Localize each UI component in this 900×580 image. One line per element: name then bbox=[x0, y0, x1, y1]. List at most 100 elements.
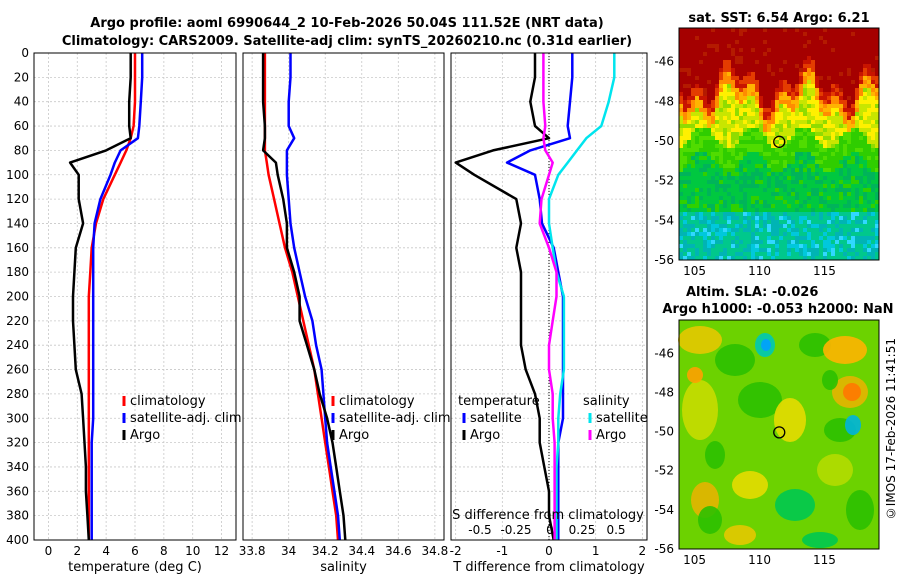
sst-cell bbox=[743, 224, 748, 229]
sst-cell bbox=[855, 100, 860, 105]
sst-cell bbox=[859, 144, 864, 149]
sst-cell bbox=[851, 84, 856, 89]
sst-cell bbox=[739, 52, 744, 57]
sst-cell bbox=[719, 32, 724, 37]
sst-cell bbox=[795, 108, 800, 113]
sst-cell bbox=[779, 164, 784, 169]
sst-cell bbox=[751, 256, 756, 261]
sst-cell bbox=[715, 28, 720, 33]
sst-cell bbox=[839, 104, 844, 109]
sst-cell bbox=[719, 128, 724, 133]
sst-cell bbox=[787, 44, 792, 49]
sst-cell bbox=[871, 128, 876, 133]
sst-cell bbox=[715, 80, 720, 85]
sst-cell bbox=[799, 216, 804, 221]
sst-cell bbox=[807, 252, 812, 257]
sst-cell bbox=[771, 128, 776, 133]
sst-cell bbox=[719, 168, 724, 173]
sst-cell bbox=[835, 156, 840, 161]
sst-cell bbox=[683, 120, 688, 125]
sst-cell bbox=[739, 244, 744, 249]
sst-cell bbox=[687, 164, 692, 169]
sst-cell bbox=[803, 232, 808, 237]
sst-cell bbox=[787, 56, 792, 61]
sst-cell bbox=[839, 28, 844, 33]
sst-cell bbox=[867, 108, 872, 113]
sst-cell bbox=[783, 256, 788, 261]
lat-tick-label: -52 bbox=[654, 174, 674, 188]
sst-cell bbox=[835, 128, 840, 133]
sst-cell bbox=[771, 160, 776, 165]
sst-cell bbox=[719, 140, 724, 145]
sst-cell bbox=[771, 156, 776, 161]
sst-cell bbox=[819, 224, 824, 229]
lat-tick-label: -52 bbox=[654, 464, 674, 478]
sst-cell bbox=[839, 196, 844, 201]
sst-cell bbox=[727, 132, 732, 137]
sst-cell bbox=[843, 104, 848, 109]
sst-cell bbox=[831, 112, 836, 117]
sst-cell bbox=[727, 64, 732, 69]
sst-cell bbox=[823, 188, 828, 193]
sla-anomaly-blob bbox=[802, 532, 838, 548]
sst-cell bbox=[839, 252, 844, 257]
sst-cell bbox=[839, 56, 844, 61]
sst-cell bbox=[727, 100, 732, 105]
panel-temperature: 0 2 4 6 8 10 120204060801001201401601802002202… bbox=[6, 46, 242, 575]
sst-cell bbox=[727, 192, 732, 197]
sst-cell bbox=[791, 64, 796, 69]
sst-cell bbox=[859, 256, 864, 261]
sst-cell bbox=[743, 52, 748, 57]
sst-cell bbox=[731, 164, 736, 169]
sst-cell bbox=[703, 228, 708, 233]
sst-cell bbox=[751, 44, 756, 49]
sst-cell bbox=[787, 152, 792, 157]
sst-cell bbox=[711, 164, 716, 169]
sst-cell bbox=[691, 200, 696, 205]
sst-cell bbox=[863, 96, 868, 101]
sst-cell bbox=[791, 52, 796, 57]
sst-cell bbox=[811, 176, 816, 181]
sst-cell bbox=[815, 56, 820, 61]
sst-cell bbox=[875, 220, 880, 225]
sst-cell bbox=[779, 108, 784, 113]
sst-cell bbox=[691, 28, 696, 33]
sst-cell bbox=[839, 164, 844, 169]
sst-cell bbox=[807, 128, 812, 133]
sst-cell bbox=[743, 248, 748, 253]
sst-cell bbox=[855, 248, 860, 253]
sst-cell bbox=[835, 84, 840, 89]
sst-cell bbox=[831, 208, 836, 213]
sst-cell bbox=[731, 88, 736, 93]
sst-cell bbox=[731, 96, 736, 101]
sst-cell bbox=[727, 236, 732, 241]
sst-cell bbox=[859, 196, 864, 201]
sst-cell bbox=[711, 176, 716, 181]
sst-cell bbox=[755, 72, 760, 77]
sst-cell bbox=[803, 256, 808, 261]
sst-cell bbox=[855, 72, 860, 77]
sst-cell bbox=[847, 108, 852, 113]
sst-cell bbox=[795, 156, 800, 161]
sst-cell bbox=[811, 248, 816, 253]
sst-cell bbox=[683, 92, 688, 97]
sst-cell bbox=[771, 60, 776, 65]
sst-cell bbox=[767, 224, 772, 229]
sst-cell bbox=[783, 108, 788, 113]
sst-cell bbox=[763, 140, 768, 145]
sst-cell bbox=[739, 208, 744, 213]
sst-cell bbox=[819, 168, 824, 173]
sst-cell bbox=[763, 132, 768, 137]
sst-cell bbox=[859, 36, 864, 41]
sst-cell bbox=[751, 96, 756, 101]
sst-cell bbox=[703, 124, 708, 129]
sst-cell bbox=[679, 216, 684, 221]
sst-cell bbox=[711, 92, 716, 97]
sst-cell bbox=[791, 180, 796, 185]
sst-cell bbox=[727, 244, 732, 249]
sst-cell bbox=[751, 124, 756, 129]
sst-cell bbox=[807, 144, 812, 149]
sst-cell bbox=[679, 224, 684, 229]
sst-cell bbox=[735, 40, 740, 45]
sst-cell bbox=[871, 204, 876, 209]
